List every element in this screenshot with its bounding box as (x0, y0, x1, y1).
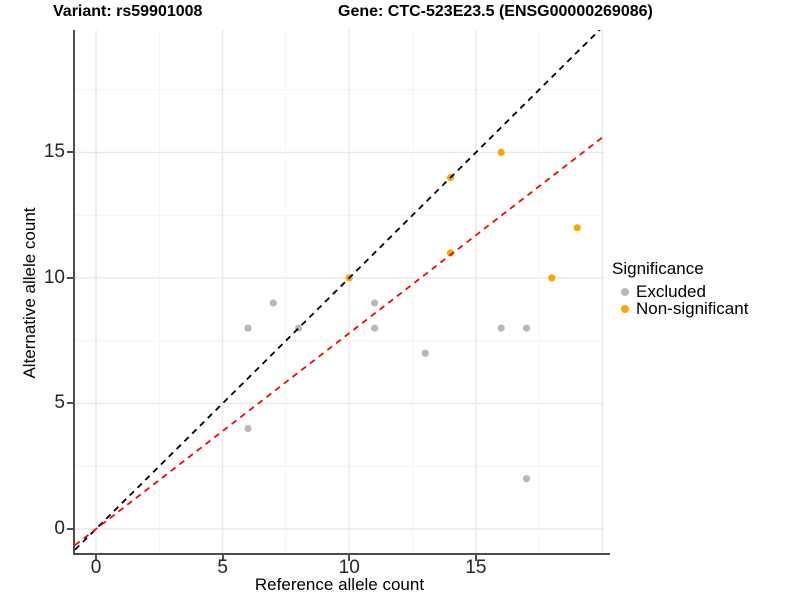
x-tick-label: 10 (338, 557, 360, 578)
legend-item-non-significant: Non-significant (612, 300, 748, 317)
x-tick-label: 15 (465, 557, 487, 578)
identity-line (75, 30, 601, 551)
expected-ratio-line (75, 135, 604, 546)
x-tick-label: 0 (90, 557, 102, 578)
y-tick-mark (67, 527, 73, 530)
legend-label: Non-significant (636, 299, 749, 318)
x-tick-mark (474, 555, 477, 561)
y-tick-mark (67, 151, 73, 154)
y-tick-mark (67, 276, 73, 279)
data-point-non-significant (497, 148, 505, 157)
data-point-excluded (371, 324, 379, 332)
y-axis-line (73, 30, 75, 555)
chart-canvas (75, 30, 604, 553)
x-axis-line (73, 553, 610, 555)
data-point-non-significant (573, 224, 581, 232)
y-tick-mark (67, 402, 73, 405)
x-tick-mark (95, 555, 98, 561)
data-point-non-significant (446, 249, 455, 257)
y-tick-label: 10 (43, 266, 65, 288)
x-tick-label: 5 (217, 557, 228, 578)
data-point-excluded (244, 324, 252, 332)
data-point-excluded (371, 299, 379, 307)
y-axis-title: Alternative allele count (20, 207, 39, 379)
x-tick-mark (348, 555, 351, 561)
x-axis-title: Reference allele count (254, 575, 425, 594)
legend-label: Excluded (636, 282, 706, 301)
legend-items: Excluded Non-significant (612, 283, 748, 317)
x-tick-mark (221, 555, 224, 561)
y-tick-label: 5 (54, 392, 65, 414)
plot-title-gene: Gene: CTC-523E23.5 (ENSG00000269086) (338, 3, 653, 20)
data-point-non-significant (548, 274, 556, 282)
data-point-excluded (497, 324, 505, 332)
legend-dot-excluded (621, 287, 629, 296)
legend-dot-non-significant (621, 304, 629, 313)
legend: Significance Excluded Non-significant (612, 259, 748, 317)
plot-title-variant: Variant: rs59901008 (53, 3, 203, 20)
data-point-excluded (421, 349, 429, 357)
y-tick-label: 0 (54, 517, 65, 539)
legend-item-excluded: Excluded (612, 283, 748, 300)
data-point-excluded (269, 299, 277, 307)
y-tick-label: 15 (43, 141, 65, 163)
data-point-excluded (244, 424, 252, 433)
plot-panel (75, 30, 604, 553)
data-point-excluded (522, 475, 531, 483)
data-point-excluded (522, 324, 531, 332)
legend-title: Significance (612, 259, 704, 278)
